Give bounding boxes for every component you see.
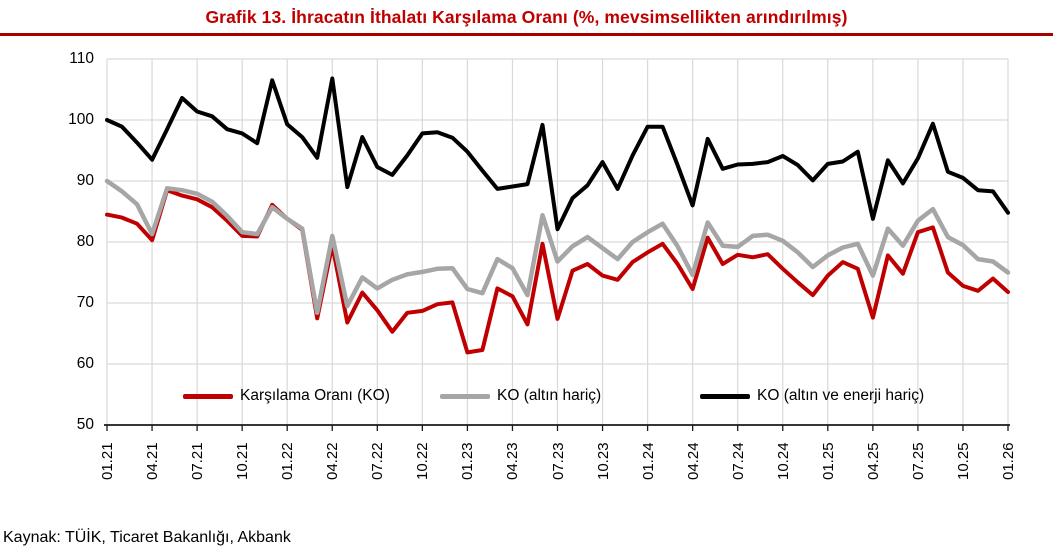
x-tick-label: 07.24	[729, 442, 747, 480]
legend-line-black	[700, 393, 750, 399]
y-tick-label: 90	[76, 172, 94, 189]
x-tick-label: 10.23	[594, 442, 612, 480]
title-rule	[0, 33, 1053, 36]
x-tick-label: 01.23	[459, 442, 477, 480]
x-tick-label: 07.22	[369, 442, 387, 480]
legend-item-ko-altin-enerji: KO (altın ve enerji hariç)	[700, 386, 924, 406]
x-tick-label: 04.23	[504, 442, 522, 480]
legend-item-ko: Karşılama Oranı (KO)	[183, 386, 390, 406]
y-tick-label: 50	[76, 416, 94, 433]
x-tick-label: 07.21	[189, 442, 207, 480]
x-tick-label: 04.21	[144, 442, 162, 480]
chart-title: Grafik 13. İhracatın İthalatı Karşılama …	[205, 7, 848, 27]
series-line-0	[105, 188, 1010, 355]
x-tick-label: 10.22	[414, 442, 432, 480]
y-tick-label: 80	[76, 233, 94, 250]
legend-item-ko-altin: KO (altın hariç)	[440, 386, 601, 406]
legend-label-ko: Karşılama Oranı (KO)	[240, 387, 390, 404]
y-tick-label: 110	[69, 50, 94, 67]
y-tick-label: 60	[76, 355, 94, 372]
legend-line-gray	[440, 393, 490, 399]
x-tick-label: 10.21	[234, 442, 252, 480]
series-line-1	[104, 178, 1011, 316]
x-tick-label: 04.22	[324, 442, 342, 480]
x-tick-label: 01.26	[1000, 442, 1017, 480]
x-tick-label: 01.22	[279, 442, 297, 480]
source-note: Kaynak: TÜİK, Ticaret Bakanlığı, Akbank	[3, 529, 291, 546]
x-tick-label: 01.24	[639, 442, 657, 480]
legend-label-ko-altin-enerji: KO (altın ve enerji hariç)	[757, 387, 925, 404]
x-tick-label: 07.25	[909, 442, 927, 480]
series-line-2	[105, 76, 1010, 232]
legend-label-ko-altin: KO (altın hariç)	[497, 387, 602, 404]
x-tick-label: 01.21	[99, 442, 116, 480]
x-tick-label: 04.24	[684, 442, 702, 480]
y-tick-label: 100	[68, 111, 94, 128]
x-tick-label: 04.25	[864, 442, 882, 480]
chart-legend: Karşılama Oranı (KO) KO (altın hariç) KO…	[0, 386, 1053, 408]
y-tick-label: 70	[76, 294, 94, 311]
x-tick-label: 07.23	[549, 442, 567, 480]
x-tick-label: 10.25	[954, 442, 972, 480]
legend-line-red	[183, 393, 233, 399]
x-tick-label: 10.24	[774, 442, 792, 480]
x-tick-label: 01.25	[819, 442, 837, 480]
